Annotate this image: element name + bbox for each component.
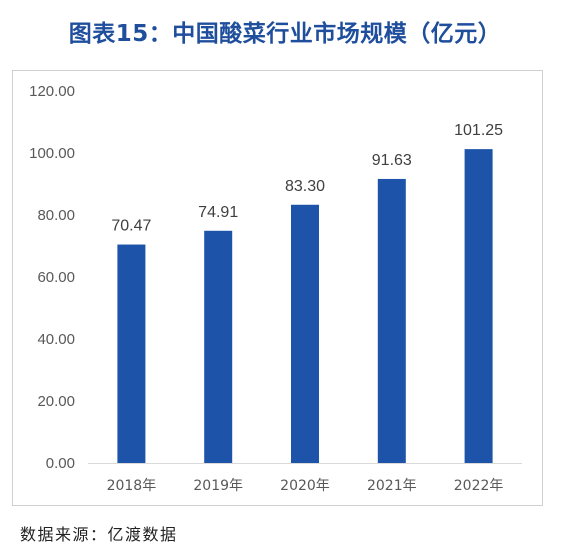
chart-title: 图表15：中国酸菜行业市场规模（亿元） (68, 21, 502, 47)
bar (377, 178, 406, 463)
data-label: 83.30 (285, 178, 325, 195)
chart-frame (12, 70, 543, 506)
bar (204, 230, 233, 463)
y-tick-label: 120.00 (29, 83, 75, 100)
x-tick-label: 2018年 (107, 478, 157, 494)
y-tick-label: 40.00 (37, 331, 75, 348)
x-tick-label: 2021年 (367, 478, 417, 494)
data-label: 91.63 (372, 152, 412, 169)
y-tick-label: 20.00 (37, 393, 75, 410)
y-tick-label: 80.00 (37, 207, 75, 224)
bar (464, 149, 493, 463)
x-tick-label: 2020年 (280, 478, 330, 494)
data-label: 74.91 (198, 204, 238, 221)
bar (117, 244, 146, 463)
data-label: 70.47 (111, 218, 151, 235)
bar (291, 204, 319, 463)
data-label: 101.25 (454, 122, 503, 139)
y-tick-label: 60.00 (37, 269, 75, 286)
source-note: 数据来源：亿渡数据 (20, 525, 178, 544)
y-tick-label: 100.00 (29, 145, 75, 162)
x-tick-label: 2022年 (454, 478, 504, 494)
y-tick-label: 0.00 (46, 455, 75, 472)
x-tick-label: 2019年 (193, 478, 243, 494)
